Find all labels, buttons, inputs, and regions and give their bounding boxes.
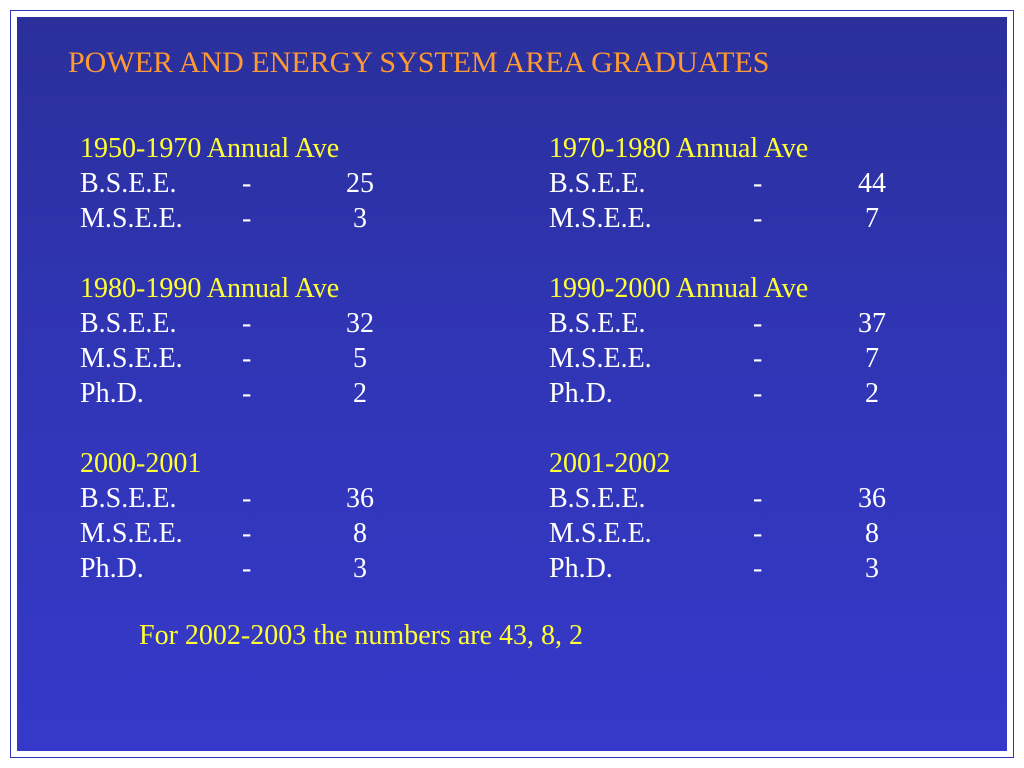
- degree-row: B.S.E.E. - 36: [80, 481, 374, 516]
- degree-row: B.S.E.E. - 25: [80, 166, 374, 201]
- degree-row: Ph.D. - 3: [80, 551, 367, 586]
- degree-label: B.S.E.E.: [549, 168, 646, 199]
- period-heading: 2001-2002: [549, 448, 671, 479]
- period-block-2000-2001: 2000-2001 B.S.E.E. - 36 M.S.E.E. - 8 Ph.…: [80, 446, 374, 586]
- degree-label: Ph.D.: [80, 378, 144, 409]
- degree-row: M.S.E.E. - 7: [549, 201, 879, 236]
- graduate-count: 8: [353, 518, 367, 549]
- dash-separator: -: [753, 343, 763, 374]
- slide-panel: [10, 10, 1014, 758]
- degree-row: M.S.E.E. - 3: [80, 201, 367, 236]
- graduate-count: 2: [865, 378, 879, 409]
- dash-separator: -: [242, 343, 252, 374]
- degree-label: M.S.E.E.: [80, 343, 183, 374]
- degree-label: M.S.E.E.: [80, 518, 183, 549]
- degree-row: B.S.E.E. - 44: [549, 166, 886, 201]
- period-heading: 1990-2000 Annual Ave: [549, 273, 809, 304]
- graduate-count: 37: [858, 308, 886, 339]
- dash-separator: -: [753, 378, 763, 409]
- period-block-1970-1980: 1970-1980 Annual Ave B.S.E.E. - 44 M.S.E…: [549, 131, 886, 236]
- degree-label: Ph.D.: [549, 553, 613, 584]
- period-heading: 2000-2001: [80, 448, 202, 479]
- degree-row: M.S.E.E. - 8: [80, 516, 367, 551]
- degree-row: M.S.E.E. - 5: [80, 341, 367, 376]
- graduate-count: 36: [858, 483, 886, 514]
- dash-separator: -: [242, 518, 252, 549]
- dash-separator: -: [753, 168, 763, 199]
- dash-separator: -: [242, 378, 252, 409]
- degree-label: B.S.E.E.: [80, 483, 177, 514]
- dash-separator: -: [753, 553, 763, 584]
- graduate-count: 32: [346, 308, 374, 339]
- degree-label: M.S.E.E.: [549, 343, 652, 374]
- degree-row: B.S.E.E. - 36: [549, 481, 886, 516]
- degree-row: B.S.E.E. - 32: [80, 306, 374, 341]
- degree-label: Ph.D.: [549, 378, 613, 409]
- dash-separator: -: [242, 168, 252, 199]
- dash-separator: -: [242, 553, 252, 584]
- degree-label: Ph.D.: [80, 553, 144, 584]
- degree-row: Ph.D. - 3: [549, 551, 879, 586]
- degree-row: B.S.E.E. - 37: [549, 306, 886, 341]
- dash-separator: -: [753, 483, 763, 514]
- period-heading: 1970-1980 Annual Ave: [549, 133, 809, 164]
- graduate-count: 25: [346, 168, 374, 199]
- degree-label: B.S.E.E.: [549, 308, 646, 339]
- dash-separator: -: [242, 308, 252, 339]
- graduate-count: 36: [346, 483, 374, 514]
- dash-separator: -: [753, 308, 763, 339]
- period-block-1990-2000: 1990-2000 Annual Ave B.S.E.E. - 37 M.S.E…: [549, 271, 886, 411]
- dash-separator: -: [753, 518, 763, 549]
- degree-label: M.S.E.E.: [549, 518, 652, 549]
- degree-label: B.S.E.E.: [549, 483, 646, 514]
- footer-note: For 2002-2003 the numbers are 43, 8, 2: [139, 620, 584, 651]
- degree-label: B.S.E.E.: [80, 168, 177, 199]
- period-heading: 1950-1970 Annual Ave: [80, 133, 340, 164]
- degree-row: M.S.E.E. - 8: [549, 516, 879, 551]
- degree-label: M.S.E.E.: [80, 203, 183, 234]
- degree-label: B.S.E.E.: [80, 308, 177, 339]
- graduate-count: 2: [353, 378, 367, 409]
- period-block-1950-1970: 1950-1970 Annual Ave B.S.E.E. - 25 M.S.E…: [80, 131, 374, 236]
- graduate-count: 3: [353, 553, 367, 584]
- graduate-count: 7: [865, 343, 879, 374]
- dash-separator: -: [242, 483, 252, 514]
- degree-row: M.S.E.E. - 7: [549, 341, 879, 376]
- dash-separator: -: [753, 203, 763, 234]
- graduate-count: 7: [865, 203, 879, 234]
- period-block-1980-1990: 1980-1990 Annual Ave B.S.E.E. - 32 M.S.E…: [80, 271, 374, 411]
- degree-label: M.S.E.E.: [549, 203, 652, 234]
- degree-row: Ph.D. - 2: [80, 376, 367, 411]
- period-block-2001-2002: 2001-2002 B.S.E.E. - 36 M.S.E.E. - 8 Ph.…: [549, 446, 886, 586]
- dash-separator: -: [242, 203, 252, 234]
- graduate-count: 5: [353, 343, 367, 374]
- slide-title: POWER AND ENERGY SYSTEM AREA GRADUATES: [68, 46, 770, 79]
- graduate-count: 3: [865, 553, 879, 584]
- graduate-count: 8: [865, 518, 879, 549]
- graduate-count: 44: [858, 168, 886, 199]
- degree-row: Ph.D. - 2: [549, 376, 879, 411]
- period-heading: 1980-1990 Annual Ave: [80, 273, 340, 304]
- graduate-count: 3: [353, 203, 367, 234]
